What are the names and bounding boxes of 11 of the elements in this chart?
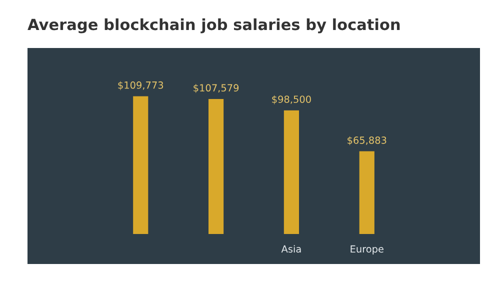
data-label: $65,883: [348, 136, 386, 146]
bar: [359, 151, 374, 234]
data-label: $109,773: [118, 81, 164, 90]
data-label: $107,579: [194, 84, 239, 93]
data-label: $98,500: [272, 95, 311, 104]
x-tick-label: Europe: [350, 245, 384, 255]
chart-title: Average blockchain job salaries by location: [28, 18, 400, 34]
bar: [284, 110, 299, 234]
x-tick-label: Asia: [281, 245, 301, 253]
bar: [208, 98, 224, 234]
bar: [133, 96, 148, 234]
